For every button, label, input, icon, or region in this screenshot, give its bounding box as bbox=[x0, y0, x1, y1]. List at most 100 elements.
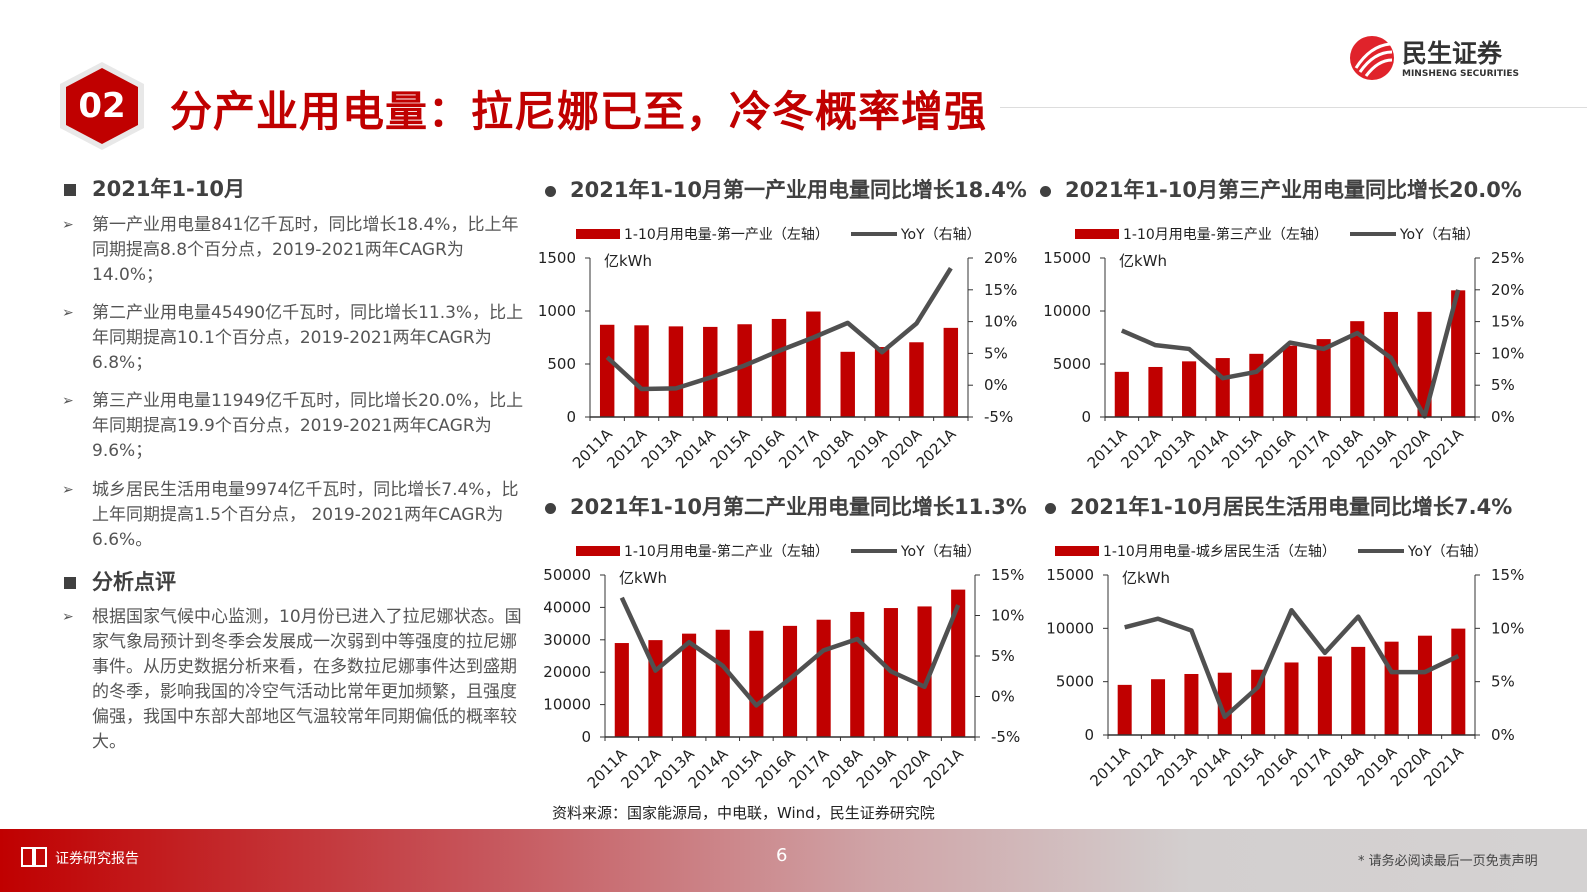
bar bbox=[1184, 673, 1199, 735]
arrow-bullet-icon: ➢ bbox=[62, 305, 74, 321]
bar bbox=[943, 327, 959, 417]
left-tick-label: 5000 bbox=[1053, 355, 1091, 373]
chart-title: 2021年1-10月居民生活用电量同比增长7.4% bbox=[1045, 491, 1512, 521]
arrow-bullet-icon: ➢ bbox=[62, 609, 74, 625]
chart-title: 2021年1-10月第三产业用电量同比增长20.0% bbox=[1040, 174, 1522, 204]
bar bbox=[1417, 635, 1432, 735]
right-tick-label: 5% bbox=[991, 647, 1015, 665]
right-tick-label: 20% bbox=[1491, 281, 1524, 299]
bullet-text: 第一产业用电量841亿千瓦时，同比增长18.4%，比上年同期提高8.8个百分点，… bbox=[92, 215, 519, 285]
left-tick-label: 0 bbox=[1081, 408, 1091, 426]
analysis-item: ➢ 根据国家气候中心监测，10月份已进入了拉尼娜状态。国家气象局预计到冬季会发展成… bbox=[62, 605, 530, 755]
bar bbox=[749, 630, 764, 737]
bar bbox=[1217, 672, 1232, 735]
section-heading-period: 2021年1-10月 bbox=[64, 173, 245, 203]
bullet-item: ➢ 第一产业用电量841亿千瓦时，同比增长18.4%，比上年同期提高8.8个百分点… bbox=[62, 213, 530, 288]
bar bbox=[1316, 339, 1331, 417]
section-heading-text: 2021年1-10月 bbox=[92, 177, 245, 201]
bar bbox=[668, 326, 684, 417]
right-tick-label: 5% bbox=[1491, 376, 1515, 394]
chart-title-text: 2021年1-10月居民生活用电量同比增长7.4% bbox=[1070, 495, 1513, 519]
bar bbox=[1351, 646, 1366, 735]
svg-text:民生证券: 民生证券 bbox=[1402, 39, 1503, 68]
unit-label: 亿kWh bbox=[1122, 569, 1170, 587]
book-icon bbox=[21, 847, 47, 867]
bar bbox=[634, 325, 649, 417]
bar bbox=[840, 351, 855, 417]
section-number-badge: 02 bbox=[60, 62, 144, 150]
legend-bar-swatch bbox=[1075, 229, 1119, 239]
bar bbox=[1148, 366, 1163, 417]
disclaimer-link[interactable]: * 请务必阅读最后一页免责声明 bbox=[1358, 854, 1538, 869]
right-tick-label: -5% bbox=[984, 408, 1013, 426]
left-tick-label: 5000 bbox=[1056, 673, 1094, 691]
left-tick-label: 0 bbox=[1084, 726, 1094, 744]
bar bbox=[682, 633, 697, 737]
footer-bar bbox=[0, 829, 1587, 892]
legend-line-swatch bbox=[850, 232, 897, 236]
bar bbox=[1417, 311, 1432, 417]
title-divider bbox=[1000, 107, 1587, 108]
bullet-text: 第三产业用电量11949亿千瓦时，同比增长20.0%，比上年同期提高19.9个百… bbox=[92, 391, 524, 461]
left-tick-label: 15000 bbox=[1043, 249, 1091, 267]
bar bbox=[715, 629, 730, 737]
legend-bar-swatch bbox=[1055, 546, 1099, 556]
analysis-text: 根据国家气候中心监测，10月份已进入了拉尼娜状态。国家气象局预计到冬季会发展成一… bbox=[92, 607, 522, 752]
chart-title-text: 2021年1-10月第三产业用电量同比增长20.0% bbox=[1065, 178, 1522, 202]
bar bbox=[771, 318, 787, 417]
bullet-text: 第二产业用电量45490亿千瓦时，同比增长11.3%，比上年同期提高10.1个百… bbox=[92, 303, 524, 373]
unit-label: 亿kWh bbox=[1119, 252, 1167, 270]
section-number: 02 bbox=[78, 86, 125, 126]
square-bullet-icon bbox=[64, 577, 76, 589]
legend-label: 1-10月用电量-第一产业（左轴） bbox=[624, 227, 829, 243]
bar bbox=[599, 324, 615, 417]
legend-label: 1-10月用电量-城乡居民生活（左轴） bbox=[1103, 544, 1336, 560]
left-tick-label: 15000 bbox=[1046, 566, 1094, 584]
legend-label: 1-10月用电量-第三产业（左轴） bbox=[1123, 227, 1328, 243]
right-tick-label: 0% bbox=[991, 688, 1015, 706]
chart-legend: 1-10月用电量-第三产业（左轴） YoY（右轴） bbox=[1075, 224, 1480, 244]
bullet-item: ➢ 城乡居民生活用电量9974亿千瓦时，同比增长7.4%，比上年同期提高1.5个百… bbox=[62, 478, 530, 553]
left-tick-label: 30000 bbox=[543, 631, 591, 649]
right-tick-label: 15% bbox=[984, 281, 1017, 299]
right-tick-label: 0% bbox=[1491, 408, 1515, 426]
dot-bullet-icon bbox=[545, 502, 556, 514]
bullet-item: ➢ 第三产业用电量11949亿千瓦时，同比增长20.0%，比上年同期提高19.9个… bbox=[62, 389, 530, 464]
dot-bullet-icon bbox=[545, 185, 556, 197]
right-tick-label: 15% bbox=[1491, 566, 1524, 584]
bar bbox=[1182, 361, 1197, 417]
right-tick-label: 20% bbox=[984, 249, 1017, 267]
bar bbox=[1451, 628, 1466, 735]
chart-title-text: 2021年1-10月第二产业用电量同比增长11.3% bbox=[570, 495, 1027, 519]
left-tick-label: 40000 bbox=[543, 598, 591, 616]
right-tick-label: 10% bbox=[1491, 344, 1524, 362]
left-tick-label: 500 bbox=[547, 355, 576, 373]
chart-legend: 1-10月用电量-城乡居民生活（左轴） YoY（右轴） bbox=[1055, 541, 1488, 561]
left-tick-label: 10000 bbox=[1046, 619, 1094, 637]
left-tick-label: 1000 bbox=[538, 302, 576, 320]
legend-line-swatch bbox=[850, 549, 897, 553]
left-tick-label: 0 bbox=[581, 728, 591, 746]
bullet-item: ➢ 第二产业用电量45490亿千瓦时，同比增长11.3%，比上年同期提高10.1个… bbox=[62, 301, 530, 376]
right-tick-label: 5% bbox=[984, 344, 1008, 362]
legend-label: YoY（右轴） bbox=[900, 227, 981, 243]
legend-label: YoY（右轴） bbox=[900, 544, 981, 560]
right-tick-label: 10% bbox=[1491, 619, 1524, 637]
dot-bullet-icon bbox=[1040, 185, 1051, 197]
right-tick-label: 10% bbox=[991, 607, 1024, 625]
source-note: 资料来源：国家能源局，中电联，Wind，民生证券研究院 bbox=[552, 804, 935, 822]
bar bbox=[1384, 641, 1399, 735]
legend-bar-swatch bbox=[576, 229, 620, 239]
right-tick-label: 0% bbox=[984, 376, 1008, 394]
bar bbox=[917, 606, 932, 737]
right-tick-label: 15% bbox=[1491, 313, 1524, 331]
left-tick-label: 10000 bbox=[1043, 302, 1091, 320]
square-bullet-icon bbox=[64, 184, 76, 196]
right-tick-label: 15% bbox=[991, 566, 1024, 584]
bar bbox=[1284, 662, 1299, 735]
chart-title: 2021年1-10月第一产业用电量同比增长18.4% bbox=[545, 174, 1027, 204]
bar bbox=[737, 324, 752, 417]
